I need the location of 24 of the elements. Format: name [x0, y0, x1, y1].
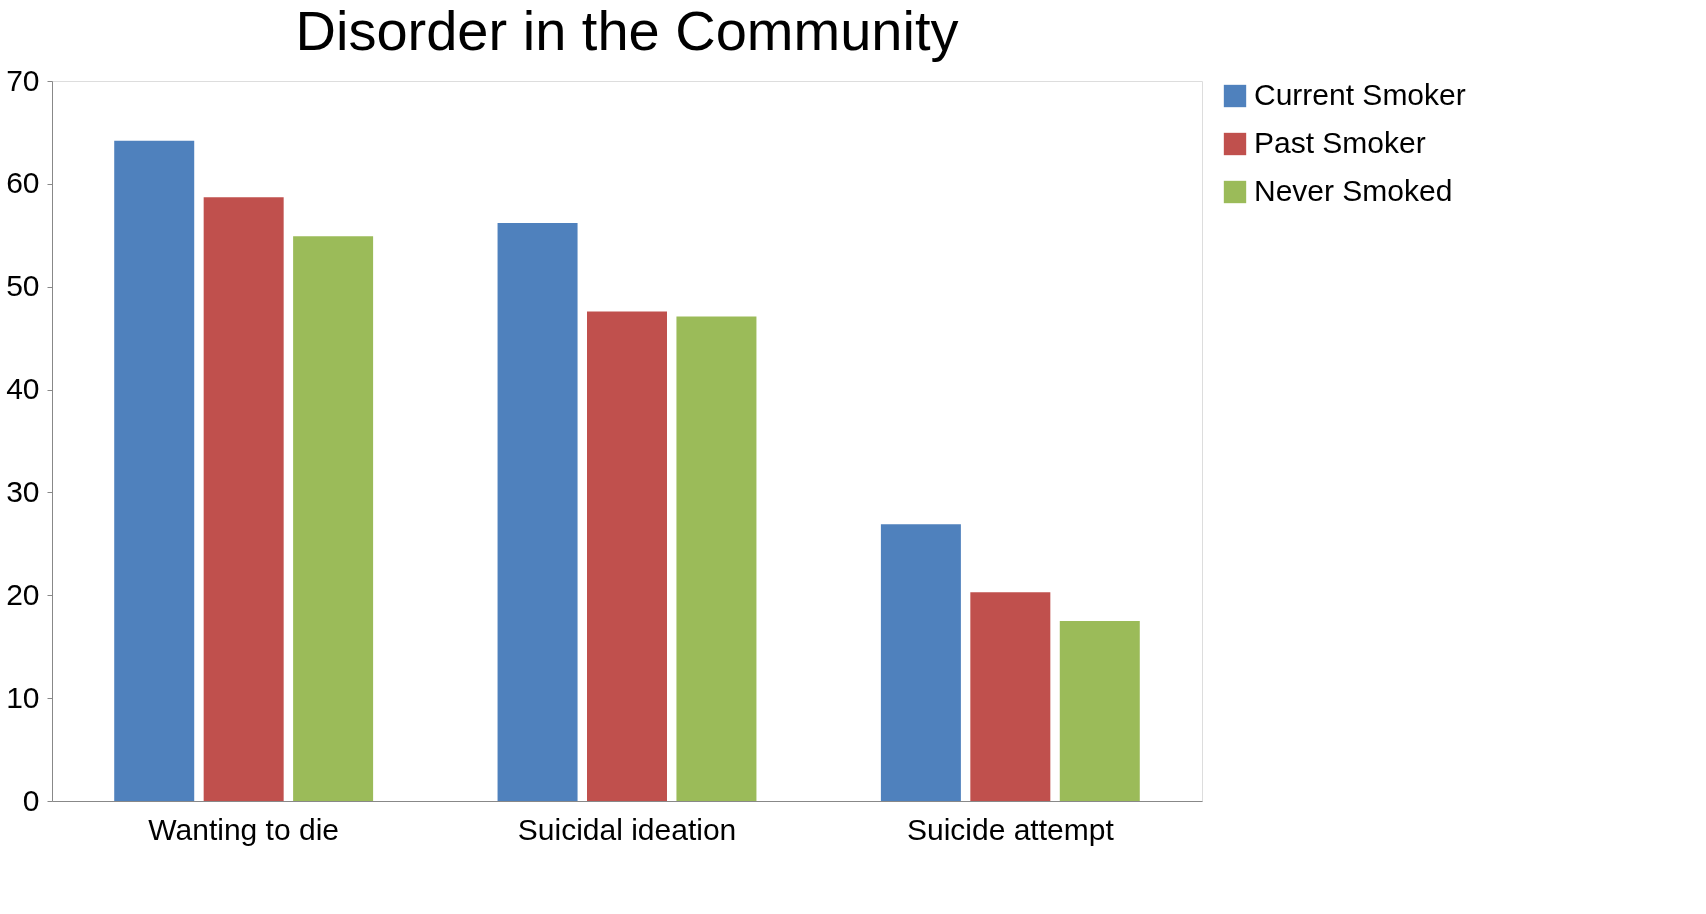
y-tick-label: 0: [22, 783, 40, 817]
bar: [587, 311, 667, 801]
x-tick-label: Wanting to die: [148, 812, 339, 846]
bar: [293, 236, 374, 801]
bar: [497, 222, 578, 801]
y-tick-label: 20: [6, 577, 40, 611]
bar: [203, 197, 284, 801]
legend-label: Current Smoker: [1254, 78, 1466, 111]
y-tick-label: 30: [6, 474, 40, 508]
legend-label: Never Smoked: [1254, 174, 1453, 207]
y-tick-label: 60: [6, 166, 40, 200]
legend-label: Past Smoker: [1254, 126, 1426, 159]
bar: [676, 316, 757, 801]
bar: [880, 524, 961, 801]
y-tick-label: 10: [6, 680, 40, 714]
y-tick-label: 70: [6, 63, 40, 97]
y-tick-label: 40: [6, 372, 40, 406]
x-tick-label: Suicide attempt: [906, 812, 1115, 846]
bar: [1059, 621, 1140, 801]
bar: [114, 140, 195, 801]
chart-title: Disorder in the Community: [295, 0, 959, 62]
x-tick-label: Suicidal ideation: [517, 812, 737, 846]
bar: [970, 592, 1051, 801]
y-tick-label: 50: [6, 269, 40, 303]
